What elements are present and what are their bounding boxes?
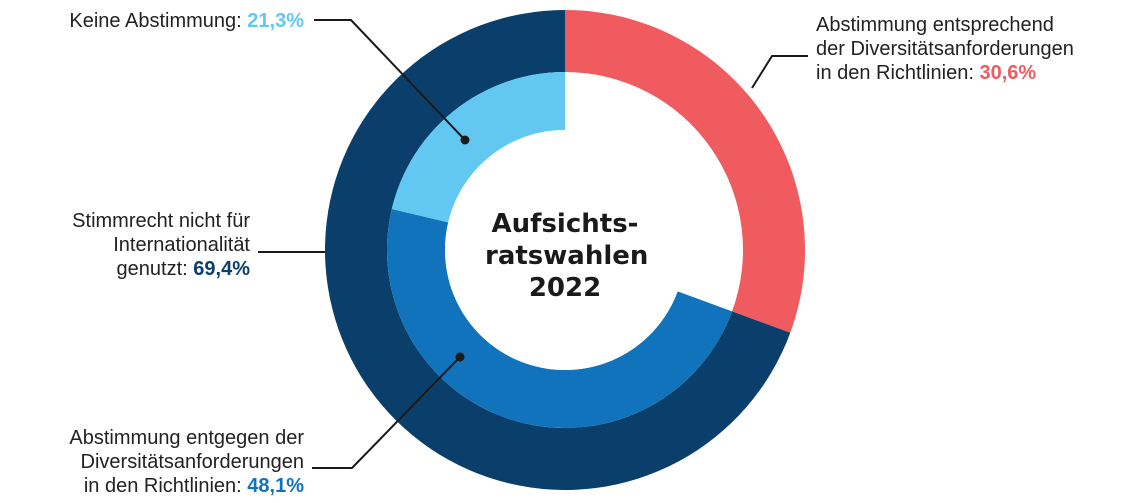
label-line: in den Richtlinien: 48,1% [83, 475, 304, 497]
outer-ring [325, 9, 806, 490]
center-hole [445, 130, 685, 370]
label-line: Diversitätsanforderungen [80, 451, 304, 473]
value-text: 69,4% [193, 258, 250, 280]
label-line-text: in den Richtlinien [83, 475, 237, 497]
label-no-internationality-vote: Stimmrecht nicht für Internationalität g… [0, 209, 250, 281]
label-line-text: in den Richtlinien [816, 62, 969, 84]
leader-line-no-vote [314, 19, 466, 141]
value-text: 48,1% [247, 475, 304, 497]
label-line: Abstimmung entsprechend [816, 14, 1054, 36]
label-line: Keine Abstimmung: 21,3% [69, 10, 304, 32]
label-line: Internationalität [113, 234, 250, 256]
label-line-text: Keine Abstimmung [69, 10, 237, 32]
label-line: Stimmrecht nicht für [72, 210, 250, 232]
label-diversity-aligned: Abstimmung entsprechend der Diversitätsa… [816, 13, 1074, 85]
center-title-line: Aufsichts- [491, 209, 639, 239]
label-line: genutzt: 69,4% [116, 258, 250, 280]
leader-lines [258, 19, 808, 469]
inner-ring-segment-2 [391, 72, 565, 223]
leader-dot [455, 352, 465, 362]
inner-ring-segment-1 [386, 208, 733, 429]
center-title-line: 2022 [528, 273, 602, 303]
center-title: Aufsichts- ratswahlen 2022 [485, 208, 649, 304]
value-text: 21,3% [247, 10, 304, 32]
leader-dot [460, 135, 470, 145]
label-line: in den Richtlinien: 30,6% [816, 62, 1037, 84]
label-diversity-against: Abstimmung entgegen der Diversitätsanfor… [0, 426, 304, 498]
label-line: Abstimmung entgegen der [69, 427, 304, 449]
label-line: der Diversitätsanforderungen [816, 38, 1074, 60]
label-line-text: genutzt [116, 258, 183, 280]
center-title-line: ratswahlen [485, 241, 649, 271]
value-text: 30,6% [979, 62, 1037, 84]
leader-line-diversity-against [312, 356, 461, 469]
leader-line-diversity-aligned [751, 55, 808, 89]
label-no-vote: Keine Abstimmung: 21,3% [0, 9, 304, 33]
outer-ring-segment-1 [565, 9, 806, 333]
inner-ring [386, 72, 733, 429]
